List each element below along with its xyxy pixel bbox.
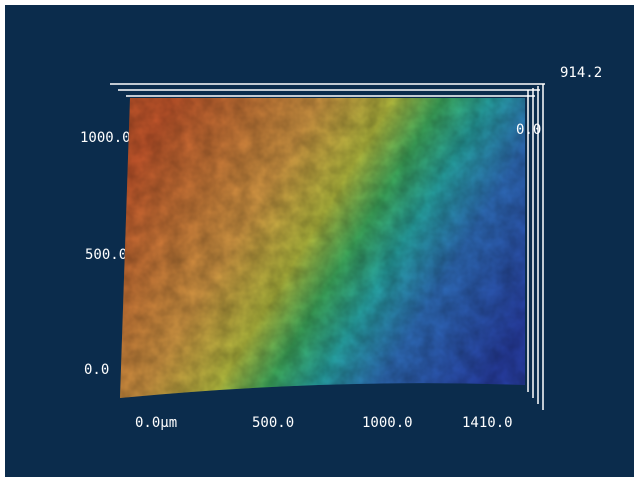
x-tick-label: 1000.0	[362, 415, 413, 431]
z-max-label: 914.2	[560, 65, 602, 81]
y-tick-label: 0.0	[84, 362, 109, 378]
y-tick-label: 1000.0	[80, 130, 131, 146]
z-min-label: 0.0	[516, 122, 541, 138]
x-tick-label: 0.0µm	[135, 415, 177, 431]
y-tick-label: 500.0	[85, 247, 127, 263]
x-tick-label: 500.0	[252, 415, 294, 431]
axis-frame	[110, 83, 545, 410]
surface-texture	[120, 98, 525, 398]
x-axis-labels: 0.0µm 500.0 1000.0 1410.0	[135, 415, 513, 431]
y-axis-labels: 1000.0 500.0 0.0	[80, 130, 131, 378]
x-tick-label: 1410.0	[462, 415, 513, 431]
